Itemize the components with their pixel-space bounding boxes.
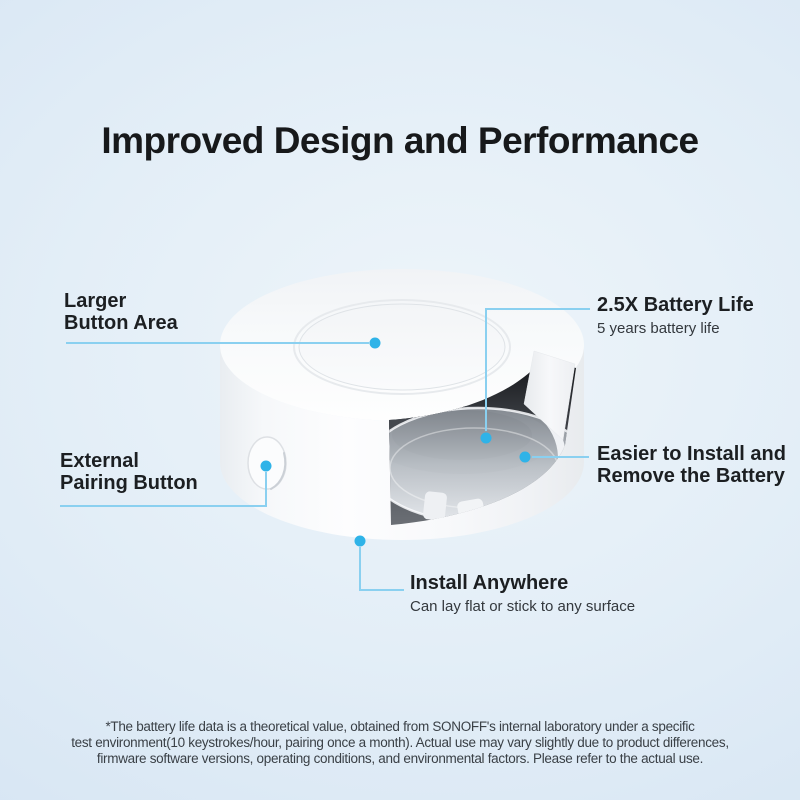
leader-battery-life [485, 308, 590, 431]
smart-button-device [220, 269, 584, 540]
callout-battery-life: 2.5X Battery Life 5 years battery life [597, 294, 754, 338]
dot-battery-life [480, 432, 492, 444]
callout-heading: Easier to Install and Remove the Battery [597, 443, 786, 487]
cut-face-wall [523, 350, 576, 441]
callout-heading: Install Anywhere [410, 572, 569, 594]
callout-external-pairing-button: External Pairing Button [60, 450, 198, 494]
dot-install-anywhere [354, 535, 366, 547]
dot-pairing-button [260, 460, 272, 472]
callout-larger-button-area: Larger Button Area [64, 290, 178, 334]
callout-install-anywhere: Install Anywhere Can lay flat or stick t… [410, 572, 635, 616]
disclaimer-text: *The battery life data is a theoretical … [71, 719, 729, 766]
button-seam-ring [293, 299, 511, 395]
callout-leaders [60, 308, 590, 591]
pairing-button-shadow-arc [270, 452, 287, 490]
callout-heading: External Pairing Button [60, 450, 198, 494]
callout-subheading: 5 years battery life [597, 320, 720, 337]
callout-subheading: Can lay flat or stick to any surface [410, 598, 636, 615]
button-press-area [298, 303, 506, 391]
callout-easier-battery: Easier to Install and Remove the Battery [597, 443, 786, 487]
callout-heading: Larger Button Area [64, 290, 178, 334]
leader-pairing-button [60, 472, 267, 507]
page-title: Improved Design and Performance [101, 119, 699, 161]
dot-easier-battery [519, 451, 531, 463]
dot-larger-button [369, 337, 381, 349]
leader-install-anywhere [359, 547, 404, 591]
callout-heading: 2.5X Battery Life [597, 294, 754, 316]
callout-dots [260, 337, 531, 547]
tray-clip-tab [423, 491, 447, 521]
